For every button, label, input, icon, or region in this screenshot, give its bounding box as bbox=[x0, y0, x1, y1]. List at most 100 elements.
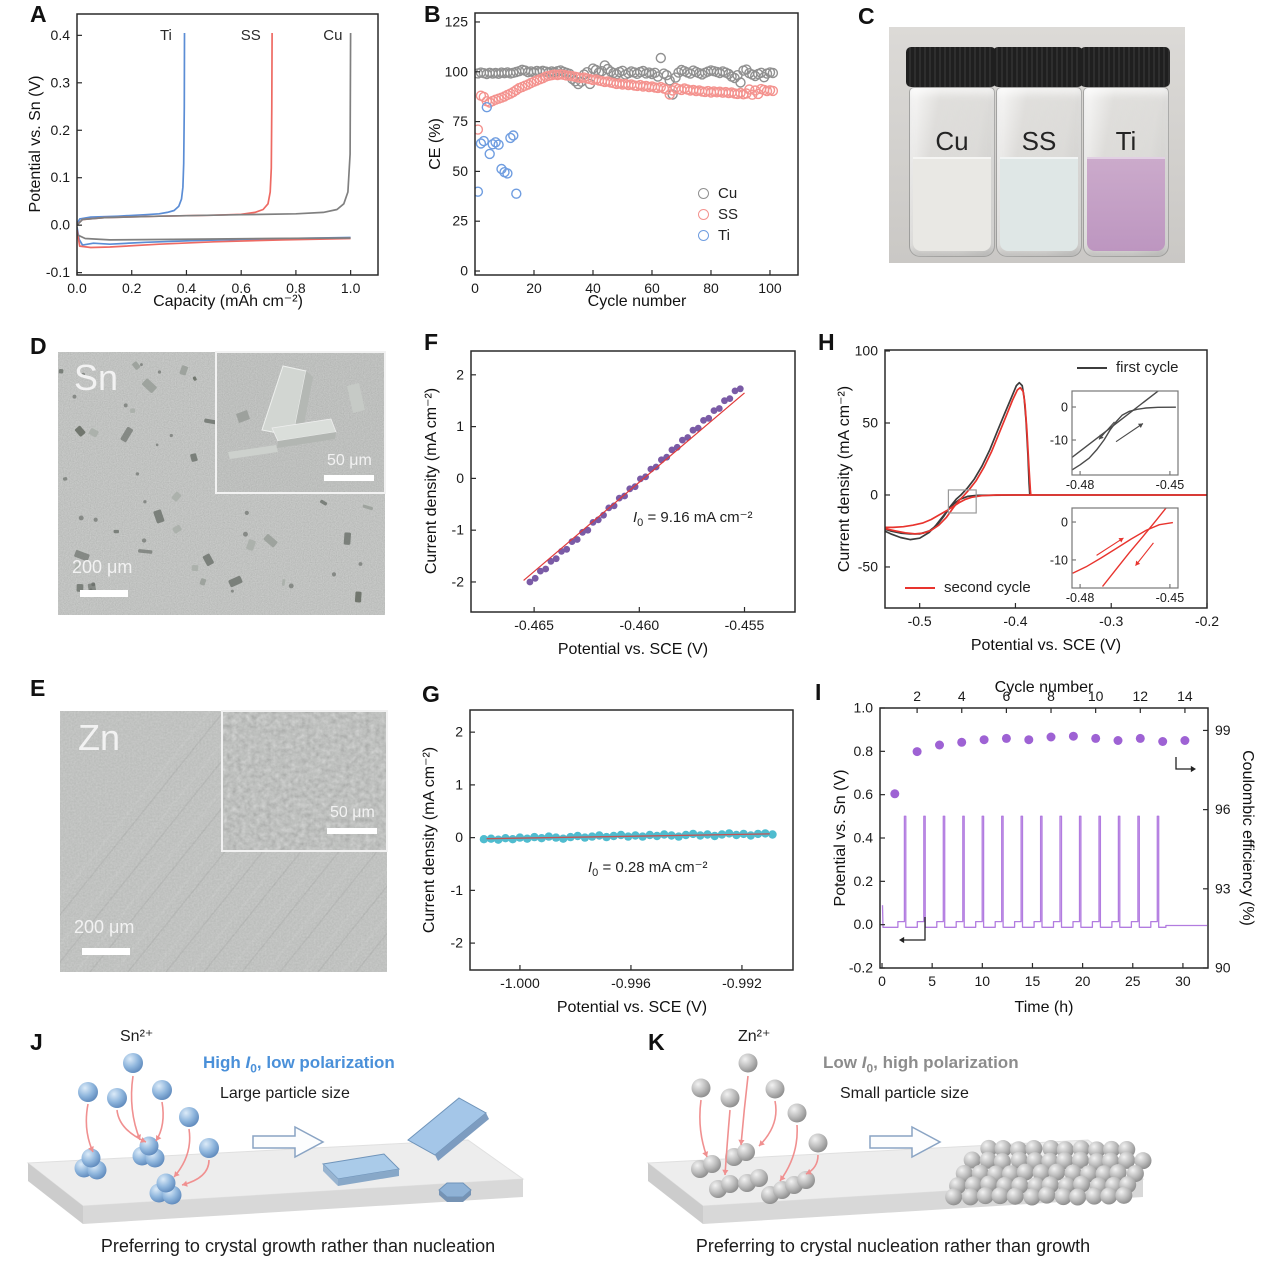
vial-ss-label: SS bbox=[1021, 126, 1057, 156]
first-cycle-line-icon bbox=[1077, 366, 1107, 369]
svg-text:-0.465: -0.465 bbox=[514, 617, 554, 633]
vial-glass: SS bbox=[996, 87, 1082, 257]
svg-text:0.4: 0.4 bbox=[177, 280, 197, 296]
svg-text:0.4: 0.4 bbox=[51, 27, 71, 43]
vial-cu: Cu bbox=[906, 47, 996, 259]
svg-text:-0.992: -0.992 bbox=[722, 975, 762, 991]
j-caption: Preferring to crystal growth rather than… bbox=[100, 1236, 496, 1256]
svg-text:-0.48: -0.48 bbox=[1066, 478, 1095, 492]
k-headline: Low I0, high polarization bbox=[823, 1053, 1019, 1076]
svg-text:14: 14 bbox=[1177, 688, 1193, 704]
svg-text:100: 100 bbox=[445, 63, 469, 79]
svg-text:-0.3: -0.3 bbox=[1099, 613, 1123, 629]
svg-text:20: 20 bbox=[1075, 973, 1091, 989]
svg-text:Cu: Cu bbox=[323, 27, 342, 44]
h-x-axis-label: Potential vs. SCE (V) bbox=[970, 637, 1122, 654]
svg-text:2: 2 bbox=[455, 724, 463, 740]
chart-G: -1.000 -0.996 -0.992 -2 -1 0 1 2 bbox=[451, 709, 794, 991]
svg-text:40: 40 bbox=[585, 280, 601, 296]
vial-ti-liquid bbox=[1087, 157, 1165, 251]
schematic-sn-deposition bbox=[26, 1053, 525, 1224]
svg-text:6: 6 bbox=[1002, 688, 1010, 704]
d-scale-bar-label: 200 μm bbox=[72, 557, 133, 577]
svg-text:1.0: 1.0 bbox=[341, 280, 361, 296]
svg-text:-1: -1 bbox=[451, 882, 464, 898]
svg-text:8: 8 bbox=[1047, 688, 1055, 704]
svg-text:-0.48: -0.48 bbox=[1066, 591, 1095, 605]
second-cycle-line-icon bbox=[905, 586, 935, 589]
i-top-axis-label: Cycle number bbox=[994, 679, 1094, 696]
b-legend-cu-label: Cu bbox=[718, 185, 738, 202]
i-left-axis-label: Potential vs. Sn (V) bbox=[832, 769, 849, 907]
svg-text:0.8: 0.8 bbox=[286, 280, 306, 296]
svg-text:0: 0 bbox=[1061, 401, 1068, 415]
g-exchange-current-annotation: I0 = 0.28 mA cm⁻² bbox=[588, 859, 708, 879]
svg-text:100: 100 bbox=[855, 343, 879, 359]
b-legend-ti-label: Ti bbox=[718, 227, 730, 244]
svg-text:10: 10 bbox=[1088, 688, 1104, 704]
svg-text:0.6: 0.6 bbox=[854, 786, 874, 802]
f-y-axis-label: Current density (mA cm⁻²) bbox=[423, 387, 440, 575]
cu-marker-icon bbox=[698, 188, 709, 199]
svg-text:2: 2 bbox=[913, 688, 921, 704]
svg-text:2: 2 bbox=[456, 366, 464, 382]
svg-text:-0.4: -0.4 bbox=[1003, 613, 1027, 629]
svg-text:1: 1 bbox=[456, 418, 464, 434]
electrolyte-vials-photo: Cu SS Ti bbox=[889, 27, 1185, 263]
svg-text:99: 99 bbox=[1215, 722, 1231, 738]
svg-text:-0.460: -0.460 bbox=[619, 617, 659, 633]
a-y-axis-label: Potential vs. Sn (V) bbox=[27, 75, 44, 213]
g-y-axis-label: Current density (mA cm⁻²) bbox=[421, 746, 438, 934]
svg-text:-50: -50 bbox=[858, 558, 878, 574]
i-bottom-axis-label: Time (h) bbox=[1014, 999, 1074, 1016]
svg-text:-0.45: -0.45 bbox=[1156, 478, 1185, 492]
chart-B: 0 20 40 60 80 100 0 25 50 75 100 125 bbox=[445, 12, 799, 296]
svg-text:Ti: Ti bbox=[160, 27, 172, 44]
vial-ss: SS bbox=[993, 47, 1083, 259]
sem-image-sn bbox=[58, 351, 386, 615]
b-legend-cu: Cu bbox=[698, 186, 737, 201]
panel-e-label: E bbox=[30, 675, 46, 701]
svg-text:-10: -10 bbox=[1050, 434, 1068, 448]
svg-text:0: 0 bbox=[870, 486, 878, 502]
chart-I: 0 5 10 15 20 25 30 -0.2 0.0 0.2 0.4 0.6 0.8 1.0 90 93 96… bbox=[849, 688, 1231, 989]
h-y-axis-label: Current density (mA cm⁻²) bbox=[836, 385, 853, 573]
h-legend-first-cycle: first cycle bbox=[1077, 360, 1179, 375]
panel-f-label: F bbox=[424, 329, 439, 355]
svg-text:-1.000: -1.000 bbox=[500, 975, 540, 991]
svg-text:-0.45: -0.45 bbox=[1156, 591, 1185, 605]
d-material-label: Sn bbox=[74, 357, 119, 398]
e-material-label: Zn bbox=[78, 717, 121, 758]
svg-text:50: 50 bbox=[862, 414, 878, 430]
svg-text:25: 25 bbox=[1125, 973, 1141, 989]
panel-i-label: I bbox=[815, 679, 822, 705]
svg-text:12: 12 bbox=[1133, 688, 1149, 704]
svg-text:90: 90 bbox=[1215, 960, 1231, 976]
panel-h-label: H bbox=[818, 329, 835, 355]
svg-text:-1: -1 bbox=[452, 522, 465, 538]
svg-text:0.6: 0.6 bbox=[231, 280, 251, 296]
svg-text:10: 10 bbox=[975, 973, 991, 989]
svg-text:-2: -2 bbox=[452, 573, 465, 589]
chart-HB: -0.48 -0.45 0 -10 bbox=[1050, 507, 1185, 605]
vial-cap bbox=[993, 47, 1083, 87]
e-scale-bar-label: 200 μm bbox=[74, 917, 135, 937]
svg-text:4: 4 bbox=[958, 688, 966, 704]
svg-text:0.8: 0.8 bbox=[854, 743, 874, 759]
panel-c-label: C bbox=[858, 3, 875, 29]
svg-text:0.4: 0.4 bbox=[854, 830, 874, 846]
svg-text:60: 60 bbox=[644, 280, 660, 296]
b-legend-ss: SS bbox=[698, 207, 738, 222]
svg-text:0.1: 0.1 bbox=[51, 169, 71, 185]
vial-ss-liquid bbox=[1000, 157, 1078, 251]
svg-text:0: 0 bbox=[455, 829, 463, 845]
sem-image-zn bbox=[60, 710, 388, 972]
i-right-axis-label: Coulombic efficiency (%) bbox=[1239, 750, 1256, 926]
svg-text:-0.2: -0.2 bbox=[849, 960, 873, 976]
g-x-axis-label: Potential vs. SCE (V) bbox=[556, 999, 708, 1016]
svg-text:-2: -2 bbox=[451, 935, 464, 951]
svg-text:SS: SS bbox=[241, 27, 261, 44]
e-inset-scale-bar bbox=[327, 828, 377, 834]
svg-text:50: 50 bbox=[452, 163, 468, 179]
h-legend-second-cycle: second cycle bbox=[905, 580, 1031, 595]
